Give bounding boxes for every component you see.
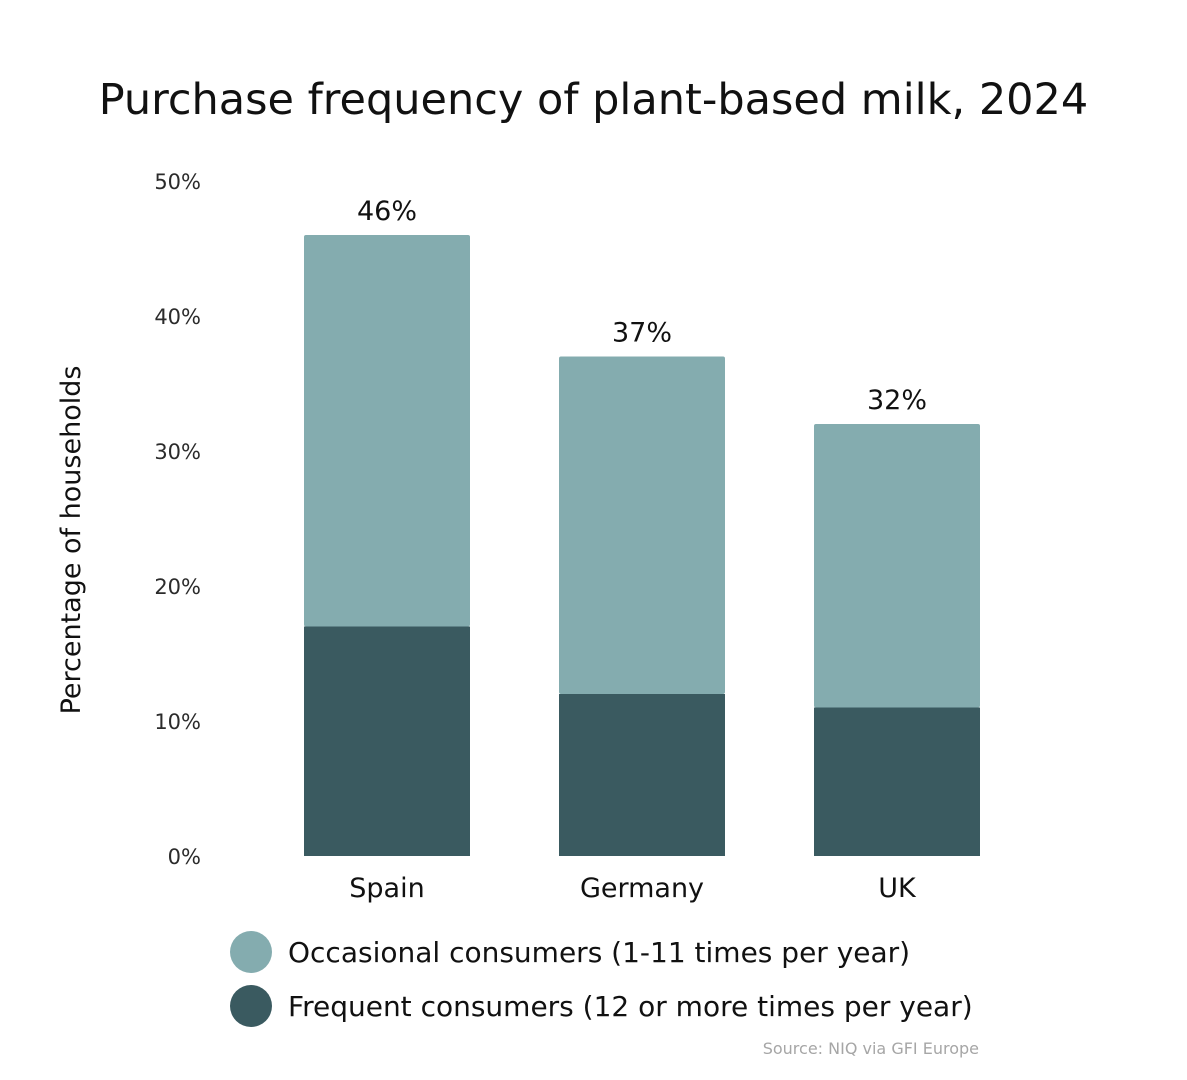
y-tick-label: 30%: [154, 440, 201, 464]
bar-segment-germany-occasional: [559, 356, 725, 694]
x-tick-label: Spain: [349, 873, 424, 904]
bar-segment-uk-occasional: [814, 424, 980, 708]
legend-item-frequent: Frequent consumers (12 or more times per…: [230, 984, 973, 1028]
y-tick-label: 0%: [168, 845, 201, 869]
x-tick-label: Germany: [580, 873, 704, 904]
y-tick-label: 10%: [154, 710, 201, 734]
legend-swatch-occasional: [230, 931, 272, 973]
legend-label-occasional: Occasional consumers (1-11 times per yea…: [288, 935, 911, 969]
x-axis: Spain Germany UK: [349, 873, 917, 904]
source-note: Source: NIQ via GFI Europe: [762, 1039, 979, 1058]
bar-segment-germany-frequent: [559, 694, 725, 856]
x-tick-label: UK: [878, 873, 917, 904]
y-tick-label: 50%: [154, 170, 201, 194]
chart-title: Purchase frequency of plant-based milk, …: [98, 75, 1089, 125]
data-label-total: 32%: [867, 385, 927, 416]
legend-item-occasional: Occasional consumers (1-11 times per yea…: [230, 930, 973, 974]
bars-group: 46% 37% 32%: [304, 196, 980, 856]
bar-segment-spain-frequent: [304, 626, 470, 856]
bar-segment-uk-frequent: [814, 707, 980, 856]
data-label-total: 46%: [357, 196, 417, 227]
bar-segment-spain-occasional: [304, 235, 470, 627]
legend: Occasional consumers (1-11 times per yea…: [230, 930, 973, 1038]
y-tick-label: 20%: [154, 575, 201, 599]
data-label-total: 37%: [612, 318, 672, 349]
y-axis-title: Percentage of households: [56, 366, 87, 715]
legend-label-frequent: Frequent consumers (12 or more times per…: [288, 989, 973, 1023]
y-axis: 0% 10% 20% 30% 40% 50%: [154, 170, 201, 869]
legend-swatch-frequent: [230, 985, 272, 1027]
y-tick-label: 40%: [154, 305, 201, 329]
